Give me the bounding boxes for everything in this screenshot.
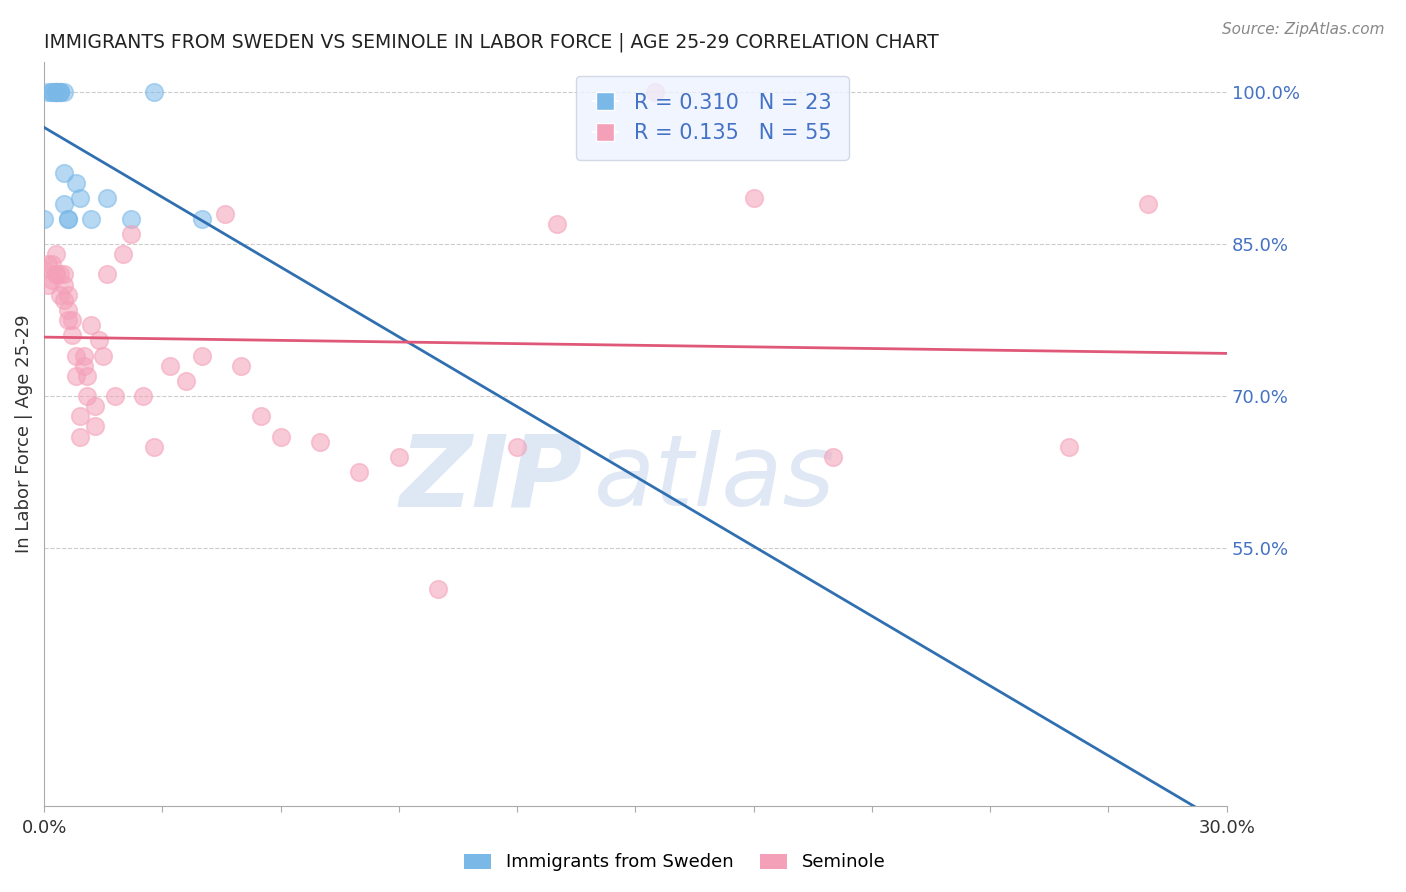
Point	[52, 85, 75, 99]
Point	[742, 192, 765, 206]
Point	[191, 349, 214, 363]
Point	[41, 272, 63, 286]
Point	[52, 166, 75, 180]
Point	[80, 318, 103, 333]
Point	[32, 262, 55, 277]
Point	[45, 247, 67, 261]
Point	[52, 268, 75, 282]
Point	[56, 211, 79, 226]
Y-axis label: In Labor Force | Age 25-29: In Labor Force | Age 25-29	[15, 315, 32, 553]
Point	[89, 334, 111, 348]
Point	[120, 211, 142, 226]
Point	[37, 257, 59, 271]
Text: IMMIGRANTS FROM SWEDEN VS SEMINOLE IN LABOR FORCE | AGE 25-29 CORRELATION CHART: IMMIGRANTS FROM SWEDEN VS SEMINOLE IN LA…	[44, 33, 939, 53]
Point	[56, 313, 79, 327]
Point	[231, 359, 253, 373]
Point	[120, 227, 142, 241]
Point	[159, 359, 181, 373]
Point	[37, 85, 59, 99]
Point	[270, 429, 292, 443]
Point	[546, 217, 568, 231]
Point	[111, 247, 134, 261]
Point	[69, 409, 91, 424]
Point	[32, 211, 55, 226]
Point	[1057, 440, 1080, 454]
Text: Source: ZipAtlas.com: Source: ZipAtlas.com	[1222, 22, 1385, 37]
Point	[49, 85, 72, 99]
Point	[49, 287, 72, 301]
Point	[49, 268, 72, 282]
Point	[49, 85, 72, 99]
Point	[191, 211, 214, 226]
Point	[250, 409, 273, 424]
Point	[309, 434, 332, 449]
Point	[45, 85, 67, 99]
Legend: R = 0.310   N = 23, R = 0.135   N = 55: R = 0.310 N = 23, R = 0.135 N = 55	[576, 76, 849, 160]
Point	[45, 268, 67, 282]
Point	[45, 85, 67, 99]
Point	[56, 211, 79, 226]
Point	[143, 85, 166, 99]
Point	[506, 440, 529, 454]
Point	[41, 85, 63, 99]
Point	[84, 419, 107, 434]
Point	[349, 465, 371, 479]
Point	[76, 368, 98, 383]
Point	[72, 359, 94, 373]
Point	[69, 192, 91, 206]
Point	[65, 368, 87, 383]
Point	[41, 257, 63, 271]
Point	[644, 85, 666, 99]
Point	[37, 277, 59, 292]
Point	[56, 302, 79, 317]
Point	[388, 450, 411, 464]
Point	[56, 287, 79, 301]
Point	[84, 399, 107, 413]
Point	[60, 328, 83, 343]
Point	[65, 176, 87, 190]
Point	[52, 293, 75, 307]
Point	[69, 429, 91, 443]
Point	[45, 85, 67, 99]
Point	[143, 440, 166, 454]
Point	[427, 582, 450, 596]
Point	[41, 85, 63, 99]
Point	[131, 389, 153, 403]
Point	[174, 374, 197, 388]
Point	[1136, 196, 1159, 211]
Point	[821, 450, 844, 464]
Point	[104, 389, 127, 403]
Point	[96, 192, 118, 206]
Point	[52, 196, 75, 211]
Point	[65, 349, 87, 363]
Legend: Immigrants from Sweden, Seminole: Immigrants from Sweden, Seminole	[457, 847, 893, 879]
Point	[45, 268, 67, 282]
Point	[60, 313, 83, 327]
Point	[96, 268, 118, 282]
Point	[214, 207, 236, 221]
Point	[91, 349, 114, 363]
Text: atlas: atlas	[595, 430, 835, 527]
Point	[72, 349, 94, 363]
Point	[45, 85, 67, 99]
Point	[80, 211, 103, 226]
Point	[52, 277, 75, 292]
Point	[76, 389, 98, 403]
Point	[49, 85, 72, 99]
Text: ZIP: ZIP	[399, 430, 582, 527]
